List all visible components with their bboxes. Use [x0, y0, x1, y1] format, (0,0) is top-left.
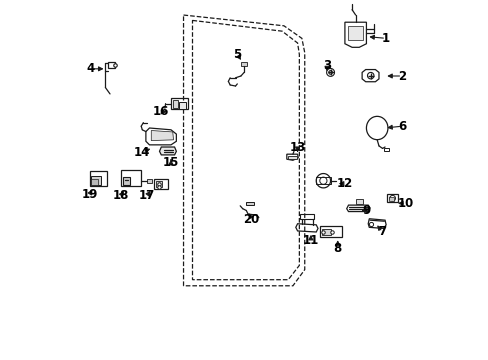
Bar	[121, 170, 140, 186]
Text: 19: 19	[81, 188, 98, 201]
Text: 1: 1	[381, 32, 389, 45]
Bar	[319, 226, 341, 237]
Text: 2: 2	[397, 69, 406, 82]
Bar	[388, 197, 393, 201]
Bar	[91, 176, 101, 185]
Bar	[355, 199, 362, 204]
Text: 11: 11	[302, 234, 318, 247]
Text: 9: 9	[362, 204, 370, 217]
Text: 20: 20	[243, 213, 259, 226]
Bar	[172, 100, 178, 108]
Text: 13: 13	[289, 141, 305, 154]
Bar	[122, 177, 129, 185]
Bar	[91, 179, 98, 185]
Bar	[246, 202, 254, 205]
Text: 8: 8	[333, 242, 341, 255]
Bar	[171, 98, 188, 109]
Text: 4: 4	[87, 62, 95, 75]
Bar	[383, 148, 388, 151]
Text: 12: 12	[336, 177, 352, 190]
Text: 6: 6	[397, 120, 406, 133]
Text: 5: 5	[233, 48, 241, 61]
Text: 3: 3	[322, 59, 330, 72]
Text: 17: 17	[139, 189, 155, 202]
Text: 10: 10	[397, 197, 413, 210]
Text: 14: 14	[134, 145, 150, 158]
Polygon shape	[151, 131, 173, 140]
Polygon shape	[348, 26, 362, 40]
Bar	[107, 62, 115, 68]
Bar	[241, 62, 247, 66]
Polygon shape	[159, 147, 176, 155]
Bar	[155, 181, 162, 187]
Bar	[179, 102, 186, 109]
Text: 7: 7	[378, 225, 386, 238]
Bar	[321, 229, 330, 235]
Text: 16: 16	[153, 105, 169, 118]
Text: 18: 18	[112, 189, 129, 202]
Text: 15: 15	[163, 156, 179, 169]
Bar	[386, 194, 397, 202]
Bar	[287, 156, 297, 159]
Bar	[154, 179, 168, 189]
Bar	[300, 214, 314, 220]
Bar	[316, 177, 330, 184]
Bar	[147, 179, 152, 183]
Bar	[89, 171, 106, 186]
